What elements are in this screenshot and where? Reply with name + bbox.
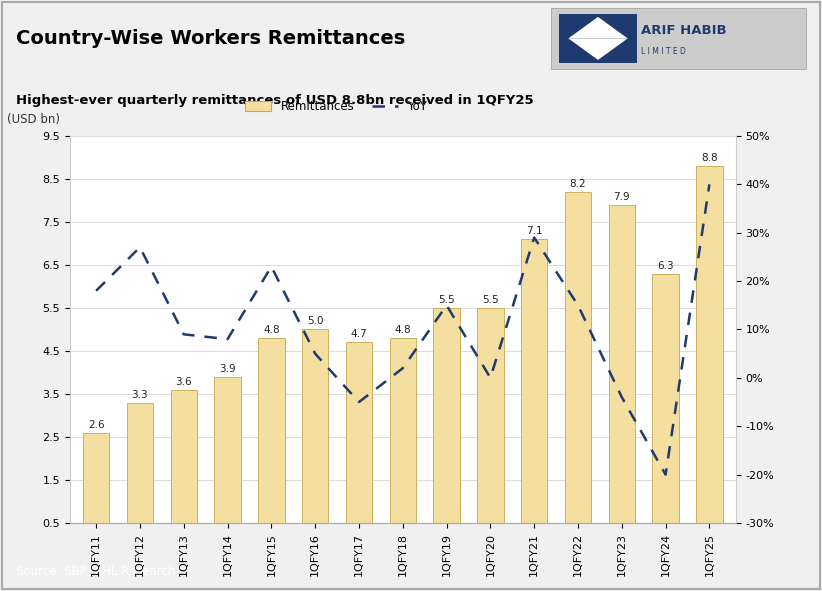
Bar: [127, 402, 153, 544]
Text: 7.1: 7.1: [526, 226, 543, 236]
Bar: [565, 192, 591, 544]
Text: 3.3: 3.3: [132, 389, 148, 400]
Text: 8.8: 8.8: [701, 153, 718, 163]
Bar: [302, 330, 328, 544]
Bar: [559, 14, 637, 63]
Bar: [653, 274, 679, 544]
Bar: [551, 8, 806, 69]
Polygon shape: [568, 17, 628, 38]
Text: 5.5: 5.5: [482, 295, 499, 305]
Bar: [258, 338, 284, 544]
Polygon shape: [568, 38, 628, 60]
Bar: [346, 342, 372, 544]
Text: Highest-ever quarterly remittances of USD 8.8bn received in 1QFY25: Highest-ever quarterly remittances of US…: [16, 94, 534, 107]
Text: Country-Wise Workers Remittances: Country-Wise Workers Remittances: [16, 29, 406, 48]
Bar: [215, 377, 241, 544]
Text: 4.7: 4.7: [351, 329, 367, 339]
Text: 5.0: 5.0: [307, 316, 323, 326]
Text: (USD bn): (USD bn): [7, 113, 60, 126]
Bar: [390, 338, 416, 544]
Text: 3.6: 3.6: [175, 376, 192, 387]
Bar: [433, 308, 459, 544]
Text: 4.8: 4.8: [395, 325, 411, 335]
Text: 5.5: 5.5: [438, 295, 455, 305]
Text: L I M I T E D: L I M I T E D: [641, 47, 686, 56]
Text: 7.9: 7.9: [613, 191, 630, 202]
Bar: [478, 308, 504, 544]
Bar: [171, 389, 197, 544]
Text: 2.6: 2.6: [88, 420, 104, 430]
Bar: [696, 166, 723, 544]
Bar: [521, 239, 547, 544]
Text: 4.8: 4.8: [263, 325, 279, 335]
Text: 8.2: 8.2: [570, 179, 586, 189]
Legend: Remittances, YoY: Remittances, YoY: [240, 95, 432, 118]
Bar: [83, 433, 109, 544]
Text: Source: SBP, AHL Research: Source: SBP, AHL Research: [16, 566, 176, 578]
Text: 6.3: 6.3: [658, 261, 674, 271]
Text: ARIF HABIB: ARIF HABIB: [641, 24, 727, 37]
Bar: [608, 204, 635, 544]
Text: 3.9: 3.9: [219, 364, 236, 374]
